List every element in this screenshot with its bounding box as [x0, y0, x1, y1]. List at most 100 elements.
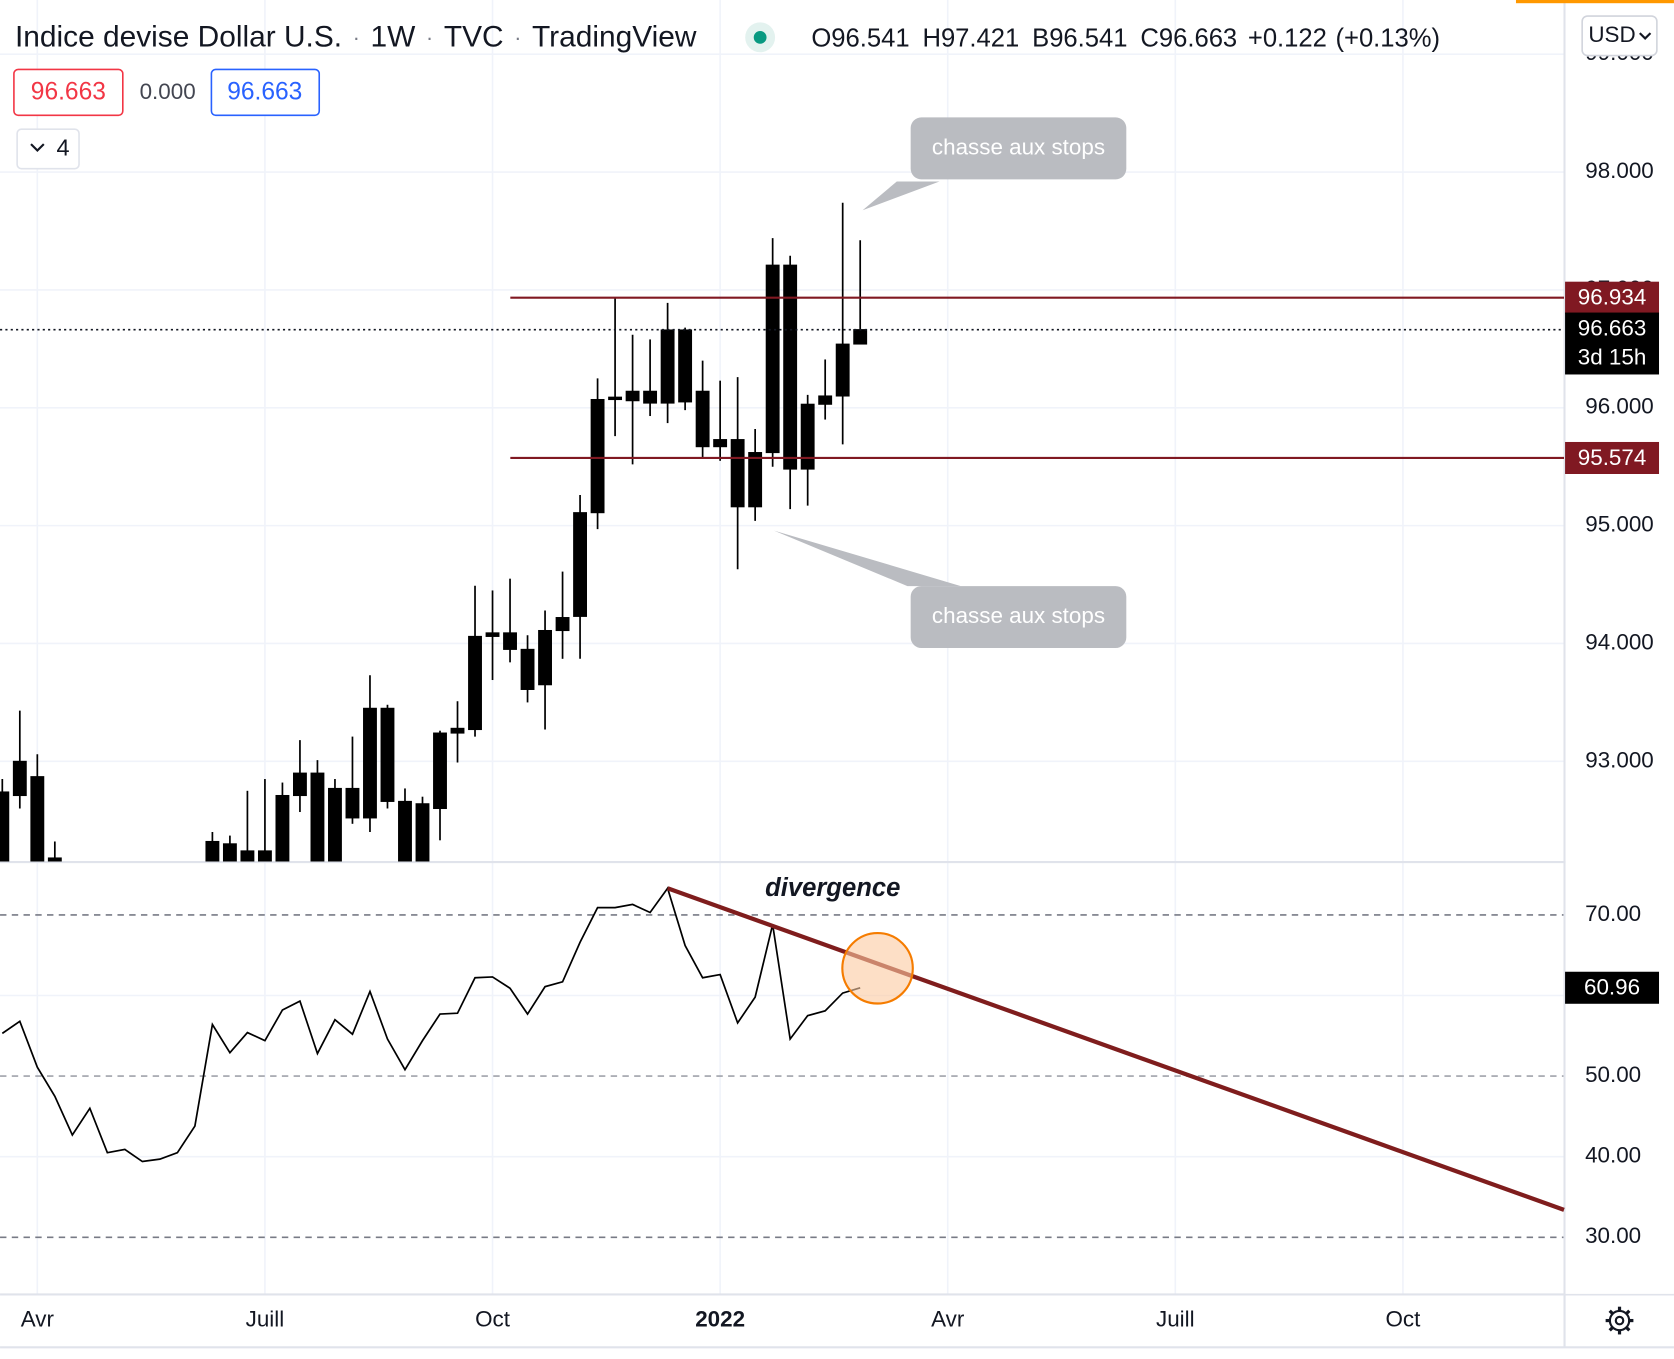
level-price-tag: [1565, 281, 1660, 314]
title-part: TradingView: [532, 20, 697, 53]
countdown-label: 3d 15h: [1578, 344, 1647, 369]
trendline: [666, 886, 1565, 1212]
last-price-label: 96.663: [1578, 316, 1647, 341]
level-price-tag: [1565, 441, 1660, 474]
candle-body: [0, 791, 10, 862]
candle-body: [608, 396, 623, 401]
price-axis-bg: [1565, 0, 1674, 1294]
candle-body: [748, 452, 763, 508]
ohlc-legend: O96.541 H97.421 B96.541 C96.663 +0.122 (+0.13…: [811, 24, 1440, 52]
ohlc-key: B: [1032, 24, 1049, 52]
callout-box: [910, 117, 1127, 180]
chart-title: Indice devise Dollar U.S. · 1W · TVC · Trading…: [15, 20, 697, 53]
candle-body: [485, 632, 500, 637]
y-tick-label: 94.000: [1585, 629, 1654, 654]
candle-body: [625, 390, 640, 402]
change-value: +0.122: [1248, 24, 1327, 52]
candle-body: [643, 390, 658, 404]
callout-text: chasse aux stops: [932, 134, 1105, 159]
x-tick-label: 2022: [695, 1306, 745, 1331]
candle-body: [765, 264, 780, 454]
candle-body: [835, 343, 850, 397]
x-tick-label: Juill: [1156, 1306, 1195, 1331]
y-tick-label: 93.000: [1585, 747, 1654, 772]
y-tick-label: 70.00: [1585, 901, 1641, 926]
candle-body: [30, 776, 45, 862]
candle-body: [222, 843, 237, 862]
candle-body: [678, 329, 693, 403]
callout-pointer: [862, 181, 940, 211]
candle-body: [328, 787, 342, 862]
ohlc-key: H: [922, 24, 941, 52]
candle-body: [47, 857, 62, 862]
currency-chevron: [1639, 32, 1652, 40]
indicators-count: 4: [56, 135, 69, 161]
change-percent: (+0.13%): [1335, 24, 1440, 52]
ohlc-key: C: [1140, 24, 1159, 52]
ohlc-value: 97.421: [941, 24, 1019, 52]
candle-body: [293, 772, 307, 797]
rsi-value-label: 60.96: [1584, 975, 1640, 1000]
candle-body: [450, 727, 465, 734]
ohlc-value: 96.541: [831, 24, 909, 52]
title-separator: ·: [514, 25, 521, 49]
sell-button[interactable]: [13, 68, 124, 117]
y-tick-label: 50.00: [1585, 1062, 1641, 1087]
gear-ring: [1608, 1309, 1631, 1332]
candle-body: [660, 329, 675, 404]
spread: 0.000: [140, 79, 196, 104]
title-separator: ·: [426, 25, 433, 49]
candle-body: [695, 390, 710, 448]
x-tick-label: Oct: [475, 1306, 511, 1331]
candle-body: [538, 629, 552, 686]
candle-body: [363, 707, 377, 819]
candle-body: [853, 329, 868, 345]
x-tick-label: Avr: [21, 1306, 55, 1331]
last-price-tag: [1565, 312, 1660, 375]
ohlc-value: 96.541: [1049, 24, 1127, 52]
ohlc-value: 96.663: [1159, 24, 1237, 52]
y-tick-label: 40.00: [1585, 1143, 1641, 1168]
candle-body: [590, 398, 605, 514]
currency-button[interactable]: [1581, 15, 1658, 57]
x-tick-label: Avr: [931, 1306, 965, 1331]
candle-body: [380, 707, 395, 802]
currency-label: USD: [1588, 22, 1635, 47]
gear-hole: [1614, 1315, 1625, 1326]
rsi-line: [1, 886, 861, 1163]
divergence-label: divergence: [765, 874, 900, 902]
settings-icon[interactable]: [1605, 1306, 1634, 1335]
x-tick-label: Oct: [1386, 1306, 1422, 1331]
level-price-label: 96.934: [1578, 285, 1647, 310]
title-part: 1W: [371, 20, 417, 53]
candle-body: [573, 512, 588, 617]
candle-body: [345, 787, 360, 819]
candle-body: [12, 760, 27, 797]
rsi: [1, 886, 861, 1163]
x-tick-label: Juill: [246, 1306, 285, 1331]
buy-button[interactable]: [210, 68, 321, 117]
candle-body: [433, 732, 447, 810]
status-dot: [753, 30, 767, 44]
title-part: TVC: [444, 20, 504, 53]
candle-body: [800, 403, 815, 470]
rsi-value-tag: [1565, 971, 1660, 1004]
candle-body: [310, 772, 325, 862]
ohlc-key: O: [811, 24, 831, 52]
candle-body: [240, 850, 255, 862]
sell-price: 96.663: [31, 78, 106, 105]
chevron: [30, 143, 45, 153]
callout-text: chasse aux stops: [932, 603, 1105, 628]
candle-body: [257, 850, 272, 862]
level-price-label: 95.574: [1578, 445, 1647, 470]
candle-body: [415, 803, 430, 862]
candle-body: [398, 800, 412, 862]
candle-body: [205, 840, 220, 862]
top-accent: [1515, 0, 1674, 4]
indicators-toggle[interactable]: [16, 128, 80, 170]
candle-body: [818, 395, 833, 405]
candle-body: [275, 794, 290, 862]
y-tick-label: 30.00: [1585, 1223, 1641, 1248]
